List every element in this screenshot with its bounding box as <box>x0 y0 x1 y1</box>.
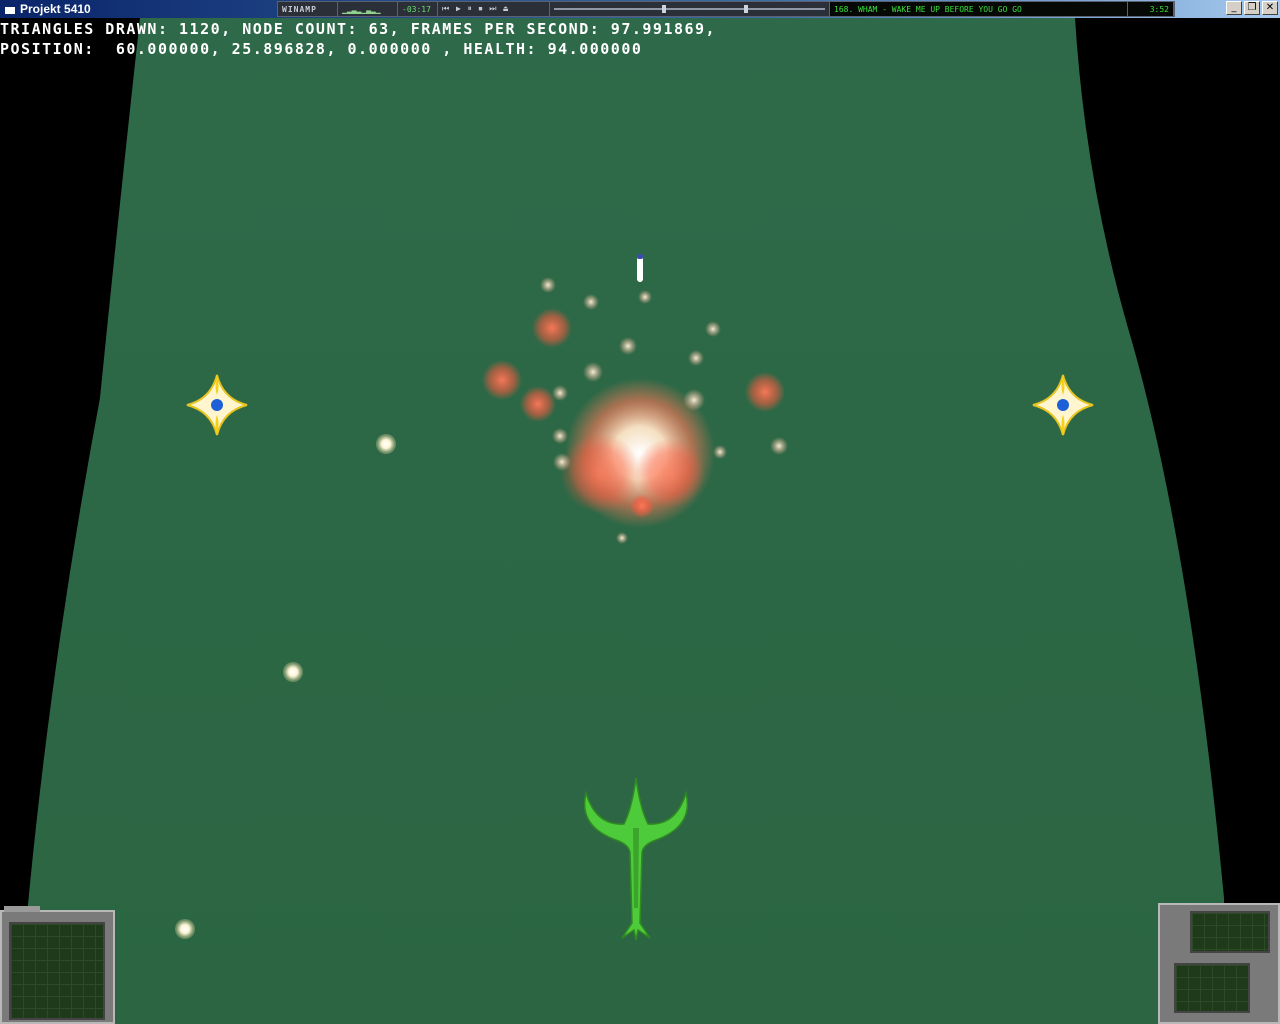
enemy-star-icon <box>1032 374 1094 436</box>
window-title: Projekt 5410 <box>20 2 91 16</box>
minimize-button[interactable]: _ <box>1226 1 1242 15</box>
hud-position-health: POSITION: 60.000000, 25.896828, 0.000000… <box>0 40 643 58</box>
glow-orb <box>175 919 195 939</box>
game-viewport[interactable]: TRIANGLES DRAWN: 1120, NODE COUNT: 63, F… <box>0 18 1280 1024</box>
close-button[interactable]: ✕ <box>1262 1 1278 15</box>
app-icon <box>4 3 16 15</box>
window-title-bar[interactable]: Projekt 5410 WINAMP ▁▂▃▂▁▃▂▁ -03:17 ⏮ ▶ … <box>0 0 1280 18</box>
restore-button[interactable]: ❐ <box>1244 1 1260 15</box>
status-screen-top <box>1190 911 1270 953</box>
game-field <box>18 18 1226 1024</box>
winamp-time[interactable]: -03:17 <box>398 2 438 16</box>
hud-stats: TRIANGLES DRAWN: 1120, NODE COUNT: 63, F… <box>0 20 717 38</box>
window-controls: _ ❐ ✕ <box>1226 1 1278 15</box>
winamp-taskbar[interactable]: WINAMP ▁▂▃▂▁▃▂▁ -03:17 ⏮ ▶ ⏸ ⏹ ⏭ ⏏ 168. … <box>277 1 1175 17</box>
winamp-controls[interactable]: ⏮ ▶ ⏸ ⏹ ⏭ ⏏ <box>438 2 550 16</box>
status-screen-bottom <box>1174 963 1250 1013</box>
panel-tab <box>4 906 40 912</box>
left-radar-panel <box>0 906 115 1024</box>
winamp-visualizer: ▁▂▃▂▁▃▂▁ <box>338 2 398 16</box>
enemy-star-icon <box>186 374 248 436</box>
winamp-logo[interactable]: WINAMP <box>278 2 338 16</box>
missile-icon <box>637 254 643 282</box>
glow-orb <box>376 434 396 454</box>
winamp-clock: 3:52 <box>1128 2 1174 16</box>
winamp-song-title: 168. WHAM - WAKE ME UP BEFORE YOU GO GO <box>830 2 1128 16</box>
winamp-seek-bar[interactable] <box>550 2 830 16</box>
glow-orb <box>283 662 303 682</box>
right-status-panel <box>1158 903 1280 1024</box>
explosion-icon <box>482 277 788 544</box>
radar-screen <box>9 922 105 1020</box>
player-ship-icon <box>583 777 689 941</box>
